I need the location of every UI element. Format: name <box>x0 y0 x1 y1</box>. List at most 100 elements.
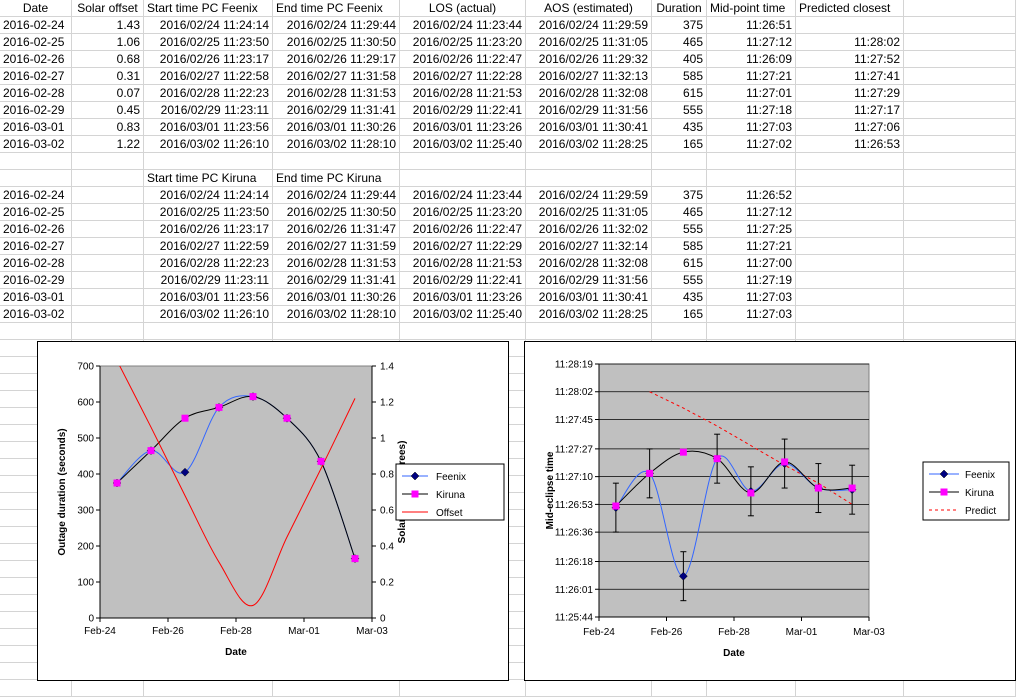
empty-cell[interactable] <box>526 153 652 170</box>
table-cell[interactable] <box>72 187 144 204</box>
header-cell[interactable]: End time PC Feenix <box>273 0 400 17</box>
empty-cell[interactable] <box>904 170 1016 187</box>
table-cell[interactable]: 615 <box>652 85 707 102</box>
table-cell[interactable]: 2016/03/02 11:28:25 <box>526 306 652 323</box>
table-cell[interactable]: 2016/02/28 11:31:53 <box>273 85 400 102</box>
table-cell[interactable]: 2016/03/02 11:28:10 <box>273 136 400 153</box>
empty-cell[interactable] <box>796 323 904 340</box>
empty-cell[interactable] <box>904 204 1016 221</box>
table-cell[interactable]: 11:27:41 <box>796 68 904 85</box>
table-cell[interactable]: 2016/02/26 11:23:17 <box>144 51 273 68</box>
empty-cell[interactable] <box>652 153 707 170</box>
table-cell[interactable]: 2016/02/29 11:31:56 <box>526 272 652 289</box>
table-cell[interactable]: 11:26:52 <box>707 187 796 204</box>
table-cell[interactable]: 2016-02-26 <box>0 221 72 238</box>
table-cell[interactable]: 2016/02/28 11:31:53 <box>273 255 400 272</box>
table-cell[interactable]: 2016/03/01 11:30:26 <box>273 119 400 136</box>
table-cell[interactable]: 11:26:51 <box>707 17 796 34</box>
empty-cell[interactable] <box>904 34 1016 51</box>
empty-cell[interactable] <box>144 323 273 340</box>
table-cell[interactable]: 2016/02/29 11:31:41 <box>273 272 400 289</box>
table-cell[interactable]: 0.31 <box>72 68 144 85</box>
table-cell[interactable]: 0.83 <box>72 119 144 136</box>
table-cell[interactable]: 11:27:12 <box>707 34 796 51</box>
empty-cell[interactable] <box>652 323 707 340</box>
table-cell[interactable]: 11:27:02 <box>707 136 796 153</box>
table-cell[interactable]: 2016/02/29 11:31:41 <box>273 102 400 119</box>
table-cell[interactable]: 11:26:53 <box>796 136 904 153</box>
table-cell[interactable]: 2016/02/27 11:22:28 <box>400 68 526 85</box>
table-cell[interactable]: 2016/02/25 11:23:50 <box>144 204 273 221</box>
table-cell[interactable]: 2016/03/01 11:30:41 <box>526 289 652 306</box>
table-cell[interactable] <box>796 255 904 272</box>
table-cell[interactable] <box>796 289 904 306</box>
header-cell[interactable]: Start time PC Feenix <box>144 0 273 17</box>
table-cell[interactable]: 2016/02/26 11:29:32 <box>526 51 652 68</box>
empty-cell[interactable] <box>72 680 144 697</box>
table-cell[interactable]: 2016/02/25 11:31:05 <box>526 34 652 51</box>
table-cell[interactable]: 11:27:21 <box>707 68 796 85</box>
table-cell[interactable]: 2016/02/24 11:23:44 <box>400 187 526 204</box>
table-cell[interactable]: 2016/02/29 11:31:56 <box>526 102 652 119</box>
empty-cell[interactable] <box>72 153 144 170</box>
table-cell[interactable]: 435 <box>652 119 707 136</box>
table-cell[interactable] <box>796 17 904 34</box>
table-cell[interactable]: 2016-02-24 <box>0 187 72 204</box>
table-cell[interactable]: 2016-03-01 <box>0 119 72 136</box>
table-cell[interactable]: 11:27:19 <box>707 272 796 289</box>
table-cell[interactable]: 2016/02/27 11:32:13 <box>526 68 652 85</box>
empty-cell[interactable] <box>707 323 796 340</box>
table-cell[interactable] <box>796 221 904 238</box>
empty-cell[interactable] <box>273 323 400 340</box>
table-cell[interactable]: 1.06 <box>72 34 144 51</box>
table-cell[interactable]: 2016/02/28 11:32:08 <box>526 85 652 102</box>
table-cell[interactable] <box>796 187 904 204</box>
table-cell[interactable]: 2016/02/24 11:24:14 <box>144 187 273 204</box>
table-cell[interactable]: 165 <box>652 136 707 153</box>
table-cell[interactable]: 0.45 <box>72 102 144 119</box>
empty-cell[interactable] <box>904 680 1016 697</box>
table-cell[interactable]: 11:27:25 <box>707 221 796 238</box>
table-cell[interactable]: 1.22 <box>72 136 144 153</box>
empty-cell[interactable] <box>0 153 72 170</box>
table-cell[interactable]: 465 <box>652 204 707 221</box>
table-cell[interactable]: 1.43 <box>72 17 144 34</box>
table-cell[interactable]: 11:27:00 <box>707 255 796 272</box>
header-cell[interactable] <box>707 170 796 187</box>
mid-eclipse-chart[interactable]: 11:28:19 11:28:02 11:27:45 11:27:27 11:27:10… <box>524 341 1016 681</box>
table-cell[interactable]: 2016-02-25 <box>0 204 72 221</box>
empty-cell[interactable] <box>904 153 1016 170</box>
table-cell[interactable]: 2016/03/01 11:23:56 <box>144 119 273 136</box>
table-cell[interactable] <box>72 289 144 306</box>
header-cell[interactable] <box>72 170 144 187</box>
empty-cell[interactable] <box>400 680 526 697</box>
table-cell[interactable]: 11:27:17 <box>796 102 904 119</box>
table-cell[interactable]: 2016-02-29 <box>0 272 72 289</box>
header-cell[interactable]: End time PC Kiruna <box>273 170 400 187</box>
table-cell[interactable]: 435 <box>652 289 707 306</box>
empty-cell[interactable] <box>400 153 526 170</box>
empty-cell[interactable] <box>526 323 652 340</box>
empty-cell[interactable] <box>796 153 904 170</box>
empty-cell[interactable] <box>904 102 1016 119</box>
table-cell[interactable]: 11:27:52 <box>796 51 904 68</box>
table-cell[interactable]: 2016-02-25 <box>0 34 72 51</box>
empty-cell[interactable] <box>273 153 400 170</box>
table-cell[interactable]: 2016/03/01 11:30:26 <box>273 289 400 306</box>
empty-cell[interactable] <box>707 680 796 697</box>
header-cell[interactable]: AOS (estimated) <box>526 0 652 17</box>
empty-cell[interactable] <box>144 153 273 170</box>
table-cell[interactable]: 2016-02-27 <box>0 238 72 255</box>
table-cell[interactable]: 165 <box>652 306 707 323</box>
table-cell[interactable]: 2016/02/28 11:32:08 <box>526 255 652 272</box>
empty-cell[interactable] <box>904 68 1016 85</box>
table-cell[interactable]: 2016-02-24 <box>0 17 72 34</box>
header-cell[interactable]: Duration <box>652 0 707 17</box>
table-cell[interactable]: 2016/03/02 11:25:40 <box>400 306 526 323</box>
table-cell[interactable]: 11:26:09 <box>707 51 796 68</box>
table-cell[interactable]: 2016/02/27 11:31:58 <box>273 68 400 85</box>
empty-cell[interactable] <box>904 187 1016 204</box>
empty-cell[interactable] <box>273 680 400 697</box>
empty-cell[interactable] <box>400 323 526 340</box>
empty-cell[interactable] <box>904 17 1016 34</box>
